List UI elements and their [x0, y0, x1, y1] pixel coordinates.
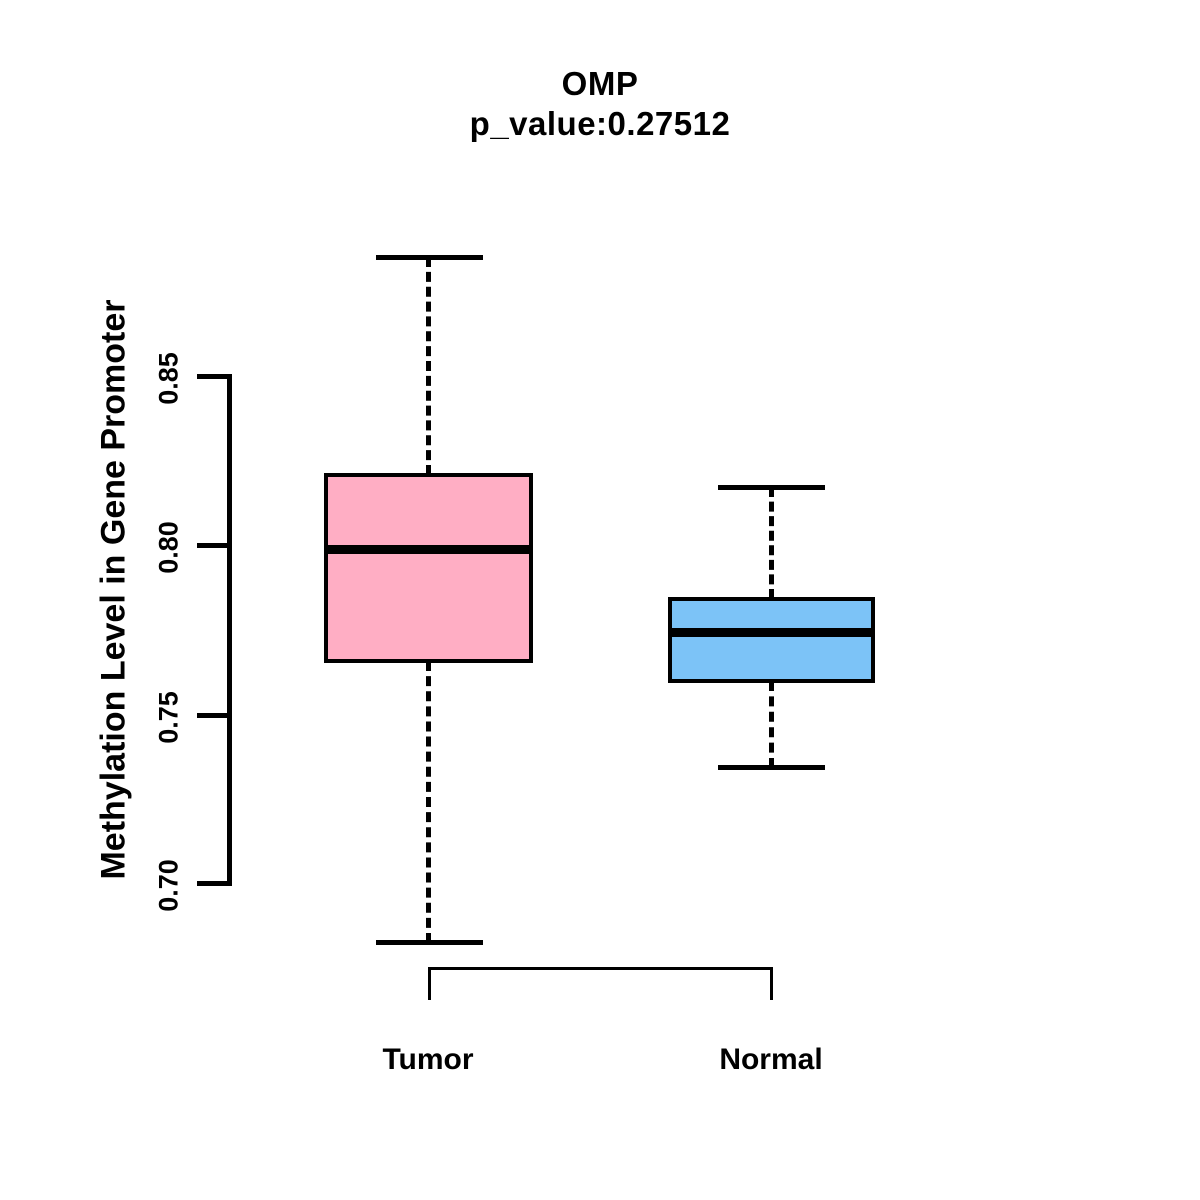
x-axis-bracket-line: [428, 967, 773, 970]
y-tick-label-0.70: 0.70: [153, 859, 184, 912]
chart-subtitle-pvalue: p_value:0.27512: [469, 105, 731, 142]
x-axis-bracket-tick-normal: [770, 967, 773, 1000]
y-tick-label-0.85: 0.85: [153, 352, 184, 405]
chart-title: OMP: [561, 65, 639, 102]
y-axis-spine: [227, 374, 232, 886]
tumor-lower-whisker-cap: [376, 940, 483, 945]
normal-lower-whisker-cap: [718, 765, 825, 770]
tumor-median-line: [324, 545, 533, 554]
y-tick-mark-0.75: [197, 713, 231, 718]
y-tick-label-0.75: 0.75: [153, 691, 184, 744]
normal-lower-whisker: [769, 681, 774, 768]
tumor-upper-whisker: [426, 257, 431, 475]
tumor-lower-whisker: [426, 661, 431, 943]
y-tick-label-0.80: 0.80: [153, 521, 184, 574]
y-axis-title: Methylation Level in Gene Promoter: [94, 299, 133, 880]
tumor-upper-whisker-cap: [376, 255, 483, 260]
tumor-box: [324, 473, 533, 663]
normal-median-line: [668, 628, 875, 637]
normal-box: [668, 597, 875, 683]
y-tick-mark-0.70: [197, 881, 231, 886]
x-axis-label-normal: Normal: [719, 1043, 823, 1076]
normal-upper-whisker: [769, 487, 774, 599]
y-tick-mark-0.80: [197, 543, 231, 548]
x-axis-label-tumor: Tumor: [382, 1043, 474, 1076]
x-axis-bracket-tick-tumor: [428, 967, 431, 1000]
y-tick-mark-0.85: [197, 374, 231, 379]
chart-title-block: OMP p_value:0.27512: [0, 64, 1200, 144]
normal-upper-whisker-cap: [718, 485, 825, 490]
